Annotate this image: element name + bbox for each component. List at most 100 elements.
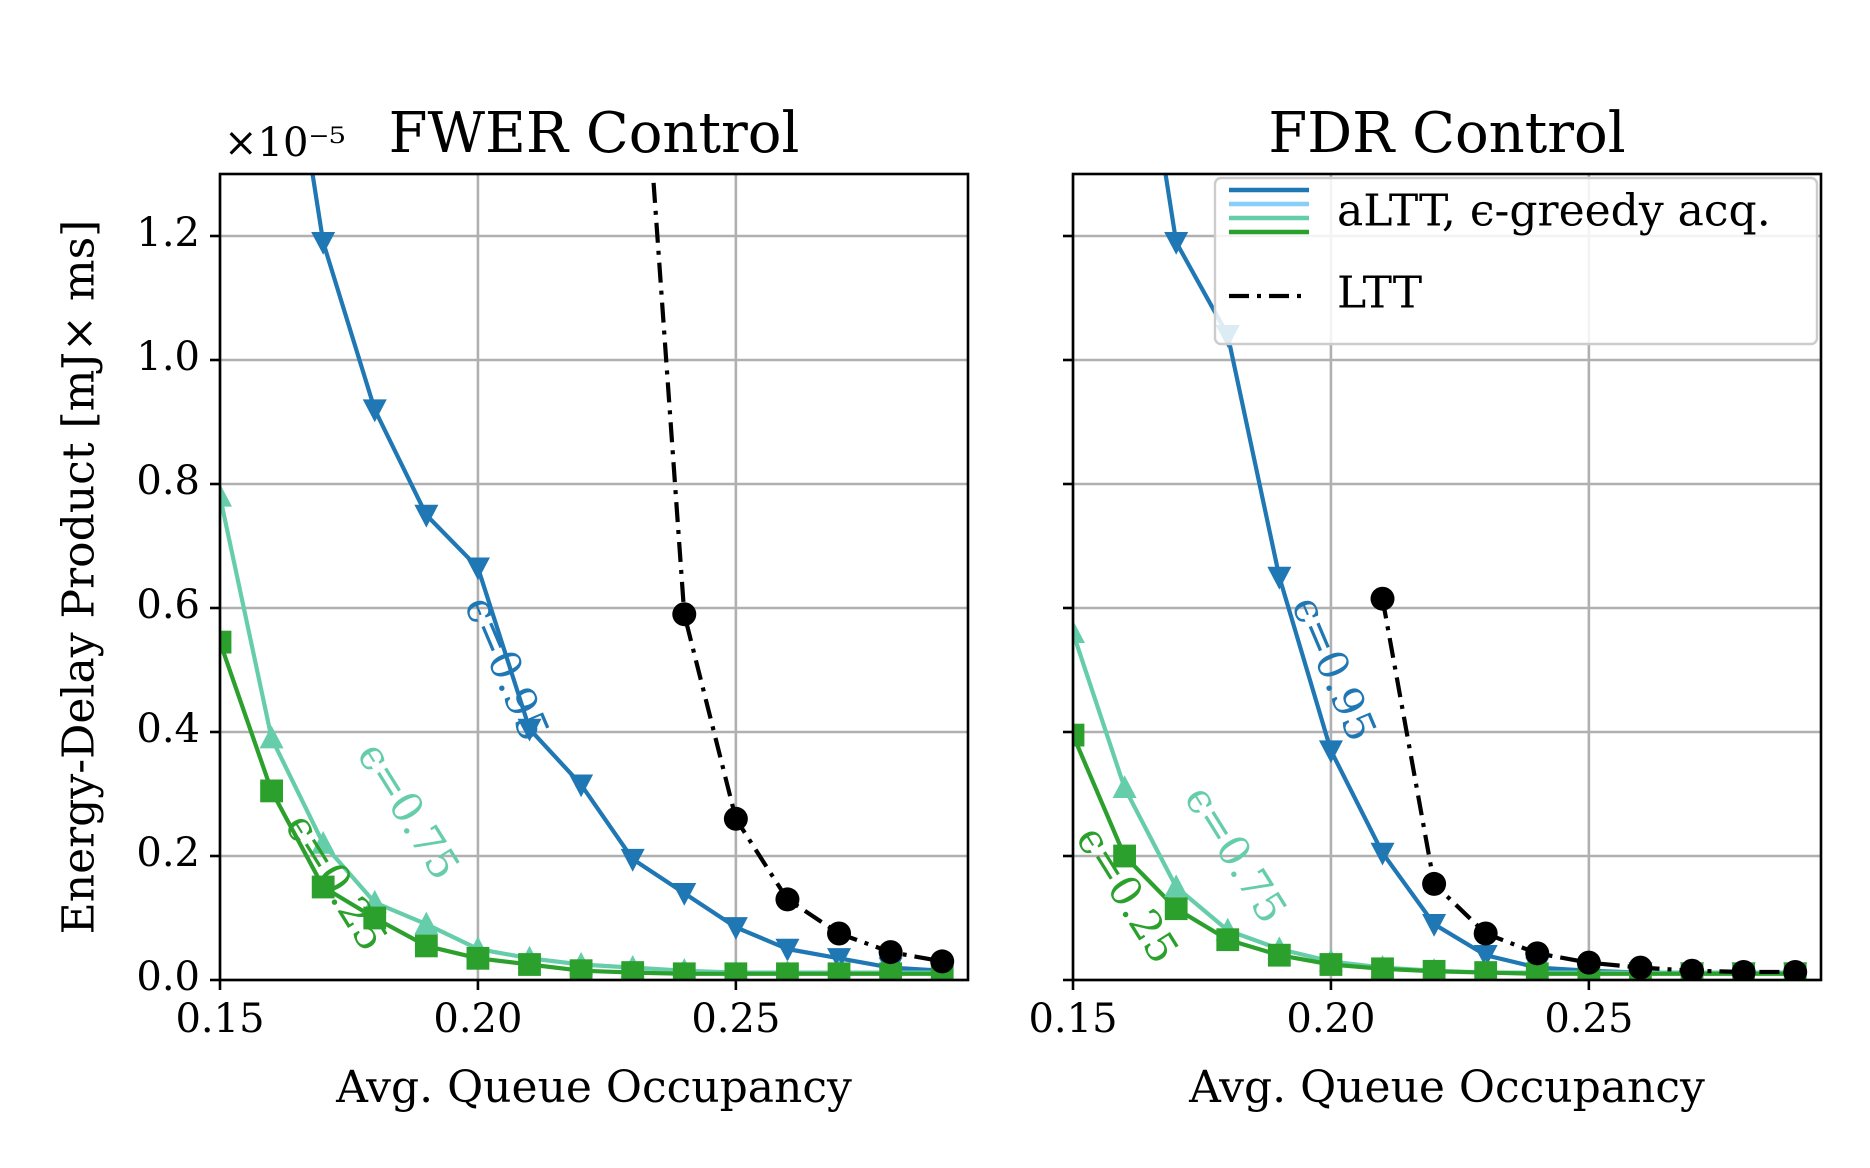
legend-label: aLTT, ϵ-greedy acq.	[1337, 186, 1771, 237]
x-tick-label: 0.15	[1028, 996, 1117, 1042]
data-point	[1267, 943, 1291, 967]
data-point	[1319, 953, 1343, 976]
data-point	[672, 962, 696, 980]
data-point	[1576, 950, 1601, 975]
data-point	[1073, 723, 1085, 747]
x-tick-label: 0.25	[1544, 996, 1633, 1042]
plot-frame	[1071, 172, 1823, 982]
data-point	[1525, 962, 1549, 980]
data-point	[827, 948, 852, 971]
data-point	[363, 906, 387, 930]
y-axis-multiplier: ×10⁻⁵	[224, 120, 346, 166]
data-point	[775, 887, 800, 912]
y-tick-label: 1.0	[136, 334, 200, 380]
data-point	[1370, 842, 1395, 866]
series-annotation: ϵ=0.95	[1282, 589, 1387, 748]
data-point	[220, 630, 232, 654]
data-point	[621, 961, 645, 980]
series-annotation: ϵ=0.75	[348, 733, 470, 888]
data-point	[1371, 957, 1394, 980]
data-point	[672, 883, 697, 906]
x-axis-label: Avg. Queue Occupancy	[1188, 1062, 1705, 1113]
data-point	[879, 962, 903, 980]
chart-title: FDR Control	[1268, 101, 1625, 166]
data-point	[1474, 961, 1498, 980]
series-line-0	[310, 174, 943, 973]
data-point	[260, 779, 283, 803]
series-annotation: ϵ=0.25	[275, 805, 397, 960]
data-point	[220, 483, 232, 507]
data-point	[1216, 928, 1240, 952]
x-tick-label: 0.15	[175, 996, 264, 1042]
x-tick-label: 0.20	[1286, 996, 1375, 1042]
data-point	[1267, 566, 1292, 590]
data-point	[1164, 232, 1189, 255]
data-point	[1422, 959, 1446, 980]
data-point	[259, 725, 284, 749]
data-point	[878, 940, 903, 965]
data-point	[569, 959, 593, 980]
data-point	[776, 962, 799, 980]
y-tick-label: 0.2	[136, 830, 200, 876]
x-tick-label: 0.25	[691, 996, 780, 1042]
data-point	[311, 875, 335, 899]
data-point	[672, 602, 697, 627]
x-axis-label: Avg. Queue Occupancy	[335, 1062, 852, 1113]
data-point	[1680, 958, 1705, 980]
data-point	[517, 718, 542, 742]
data-point	[362, 399, 387, 423]
legend-label: LTT	[1337, 268, 1422, 319]
data-point	[518, 953, 541, 976]
data-point	[414, 911, 439, 935]
y-tick-label: 1.2	[136, 210, 200, 256]
data-point	[827, 962, 851, 980]
data-point	[1112, 775, 1137, 798]
data-point	[724, 962, 748, 980]
y-tick-label: 0.8	[136, 458, 200, 504]
series-annotation: ϵ=0.75	[1175, 777, 1297, 932]
chart-title: FWER Control	[389, 101, 800, 166]
y-tick-label: 0.4	[136, 706, 200, 752]
y-tick-label: 0.6	[136, 582, 200, 628]
series-markers-3	[672, 602, 955, 974]
data-point	[1628, 955, 1653, 980]
data-point	[827, 921, 852, 946]
data-point	[1073, 620, 1085, 643]
data-point	[311, 831, 336, 854]
series-markers-3	[1370, 586, 1808, 980]
data-point	[465, 557, 490, 581]
data-point	[414, 934, 438, 958]
data-point	[466, 946, 490, 970]
legend: aLTT, ϵ-greedy acq. LTT	[1213, 176, 1819, 346]
data-point	[1422, 914, 1447, 937]
plot-area	[220, 174, 955, 980]
data-point	[1783, 959, 1808, 980]
data-point	[1318, 740, 1343, 764]
data-point	[1731, 959, 1756, 980]
data-point	[1164, 897, 1188, 921]
data-point	[620, 848, 645, 872]
data-point	[1164, 874, 1189, 898]
x-tick-label: 0.20	[433, 996, 522, 1042]
legend-box	[1213, 176, 1819, 346]
data-point	[1113, 844, 1136, 868]
data-point	[311, 232, 336, 255]
data-point	[1473, 945, 1498, 968]
y-tick-label: 0.0	[136, 954, 200, 1000]
series-line-3	[650, 174, 943, 964]
series-annotation: ϵ=0.95	[455, 589, 560, 748]
data-point	[1473, 921, 1498, 946]
data-point	[1370, 586, 1395, 611]
data-point	[569, 774, 594, 798]
data-point	[723, 917, 748, 940]
data-point	[930, 949, 955, 974]
data-point	[723, 806, 748, 831]
plot-area	[1073, 174, 1808, 980]
y-axis-label: Energy-Delay Product [mJ× ms]	[54, 220, 105, 935]
data-point	[1525, 941, 1550, 966]
data-point	[1422, 871, 1447, 896]
panel-0: ϵ=0.95ϵ=0.75ϵ=0.250.15 0.20 0.25 0.0 0.2 0.4 0…	[54, 101, 970, 1113]
data-point	[414, 504, 439, 528]
